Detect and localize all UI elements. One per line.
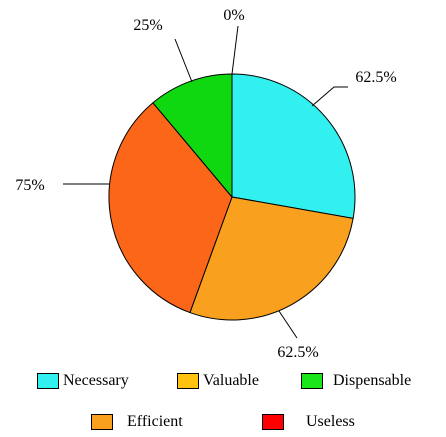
legend-swatch-useless [262,414,284,430]
legend-label-useless: Useless [306,413,355,430]
legend-label-valuable: Valuable [203,372,259,389]
leader-line-dispensable [174,38,193,83]
leader-line-necessary [311,86,348,107]
legend-item-necessary: Necessary [37,370,129,392]
legend-label-efficient: Efficient [127,413,183,430]
leader-line-valuable [278,310,298,339]
legend-item-useless: Useless [262,411,355,433]
legend-swatch-dispensable [301,373,323,389]
data-label-necessary: 62.5% [355,69,396,86]
legend-swatch-necessary [37,373,59,389]
pie-slice-dispensable [152,73,233,199]
data-label-efficient: 75% [15,177,44,194]
legend-item-dispensable: Dispensable [301,370,411,392]
legend-swatch-efficient [91,414,113,430]
data-label-dispensable: 25% [133,17,162,34]
pie-slice-valuable [189,196,354,321]
legend-label-necessary: Necessary [63,372,129,389]
pie-data-labels: 62.5% 62.5% 75% 25% 0% [15,7,396,361]
data-label-useless: 0% [223,7,244,24]
leader-line-useless [231,25,239,75]
pie-slice-necessary [231,73,356,219]
legend-swatch-valuable [177,373,199,389]
legend-item-efficient: Efficient [91,411,183,433]
pie-slices [108,73,356,321]
data-label-valuable: 62.5% [277,344,318,361]
legend-label-dispensable: Dispensable [333,372,412,389]
legend-item-valuable: Valuable [177,370,259,392]
pie-slice-efficient [108,102,233,314]
